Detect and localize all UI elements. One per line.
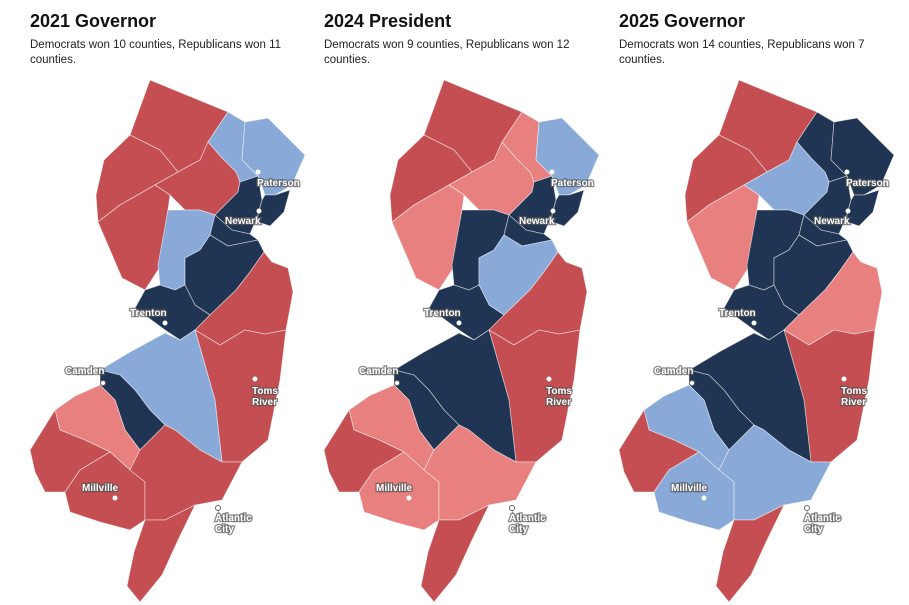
city-label-line: Trenton bbox=[719, 308, 756, 319]
city-label-line: Paterson bbox=[257, 178, 300, 189]
county-hudson[interactable] bbox=[551, 189, 585, 227]
city-dot-paterson bbox=[255, 169, 261, 175]
map-subtitle: Democrats won 10 counties, Republicans w… bbox=[30, 39, 282, 66]
city-dot-atlantic-city bbox=[509, 505, 515, 511]
city-label-line: Camden bbox=[65, 366, 104, 377]
city-label-line: River bbox=[252, 397, 277, 408]
city-label-line: Atlantic bbox=[215, 513, 252, 524]
city-label-millville: Millville bbox=[376, 483, 413, 494]
county-hudson[interactable] bbox=[257, 189, 291, 227]
panel-header-2021-governor: 2021 Governor Democrats won 10 counties,… bbox=[30, 10, 315, 68]
city-label-camden: Camden bbox=[654, 366, 693, 377]
city-dot-newark bbox=[256, 208, 262, 214]
city-label-line: Atlantic bbox=[509, 513, 546, 524]
city-dot-atlantic-city bbox=[804, 505, 810, 511]
city-label-paterson: Paterson bbox=[551, 178, 594, 189]
map-2025-governor: Paterson Newark Trenton Camden Toms River Mill… bbox=[618, 79, 895, 603]
county-essex[interactable] bbox=[803, 175, 852, 235]
city-label-line: Trenton bbox=[424, 308, 461, 319]
map-title: 2025 Governor bbox=[619, 11, 746, 31]
city-dot-millville bbox=[406, 495, 412, 501]
city-dot-camden bbox=[394, 380, 400, 386]
city-label-atlantic-city: Atlantic City bbox=[804, 513, 841, 535]
county-essex[interactable] bbox=[214, 175, 263, 235]
county-cape-may[interactable] bbox=[715, 504, 785, 603]
city-label-line: Millville bbox=[671, 483, 708, 494]
panel-header-2025-governor: 2025 Governor Democrats won 14 counties,… bbox=[619, 10, 904, 68]
city-label-toms-river: Toms River bbox=[252, 386, 278, 408]
city-label-line: Newark bbox=[814, 216, 850, 227]
city-label-camden: Camden bbox=[65, 366, 104, 377]
city-label-line: Toms bbox=[841, 386, 867, 397]
county-hudson[interactable] bbox=[846, 189, 880, 227]
city-dot-camden bbox=[689, 380, 695, 386]
city-label-line: Millville bbox=[376, 483, 413, 494]
city-label-line: Toms bbox=[252, 386, 278, 397]
city-label-newark: Newark bbox=[225, 216, 261, 227]
city-label-paterson: Paterson bbox=[846, 178, 889, 189]
map-2024-president: Paterson Newark Trenton Camden Toms River Mill… bbox=[323, 79, 600, 603]
map-title: 2024 President bbox=[324, 11, 452, 31]
city-label-line: Paterson bbox=[846, 178, 889, 189]
city-dot-atlantic-city bbox=[215, 505, 221, 511]
city-dot-newark bbox=[845, 208, 851, 214]
city-dot-toms-river bbox=[841, 376, 847, 382]
city-label-line: Trenton bbox=[130, 308, 167, 319]
city-label-line: Newark bbox=[225, 216, 261, 227]
city-dot-trenton bbox=[751, 320, 757, 326]
city-label-trenton: Trenton bbox=[130, 308, 167, 319]
city-label-newark: Newark bbox=[519, 216, 555, 227]
city-label-line: City bbox=[804, 524, 823, 535]
map-subtitle: Democrats won 9 counties, Republicans wo… bbox=[324, 39, 570, 66]
map-2021-governor: Paterson Newark Trenton Camden Toms River Mill… bbox=[29, 79, 306, 603]
city-label-line: City bbox=[509, 524, 528, 535]
city-label-line: Toms bbox=[546, 386, 572, 397]
city-label-paterson: Paterson bbox=[257, 178, 300, 189]
map-subtitle: Democrats won 14 counties, Republicans w… bbox=[619, 39, 865, 66]
city-dot-millville bbox=[112, 495, 118, 501]
map-title: 2021 Governor bbox=[30, 11, 157, 31]
city-label-line: Millville bbox=[82, 483, 119, 494]
city-dot-camden bbox=[100, 380, 106, 386]
city-label-line: Atlantic bbox=[804, 513, 841, 524]
city-label-trenton: Trenton bbox=[424, 308, 461, 319]
city-dot-trenton bbox=[456, 320, 462, 326]
city-dot-millville bbox=[701, 495, 707, 501]
city-dot-trenton bbox=[162, 320, 168, 326]
county-essex[interactable] bbox=[508, 175, 557, 235]
city-dot-newark bbox=[550, 208, 556, 214]
city-label-newark: Newark bbox=[814, 216, 850, 227]
city-label-trenton: Trenton bbox=[719, 308, 756, 319]
city-label-atlantic-city: Atlantic City bbox=[509, 513, 546, 535]
city-label-line: Newark bbox=[519, 216, 555, 227]
county-cape-may[interactable] bbox=[420, 504, 490, 603]
city-label-toms-river: Toms River bbox=[546, 386, 572, 408]
city-dot-toms-river bbox=[546, 376, 552, 382]
city-label-line: Paterson bbox=[551, 178, 594, 189]
city-label-millville: Millville bbox=[671, 483, 708, 494]
panel-header-2024-president: 2024 President Democrats won 9 counties,… bbox=[324, 10, 609, 68]
city-label-line: River bbox=[546, 397, 571, 408]
city-dot-paterson bbox=[844, 169, 850, 175]
city-label-line: Camden bbox=[654, 366, 693, 377]
city-dot-toms-river bbox=[252, 376, 258, 382]
city-dot-paterson bbox=[549, 169, 555, 175]
city-label-camden: Camden bbox=[359, 366, 398, 377]
county-cape-may[interactable] bbox=[126, 504, 196, 603]
city-label-line: Camden bbox=[359, 366, 398, 377]
city-label-line: River bbox=[841, 397, 866, 408]
city-label-millville: Millville bbox=[82, 483, 119, 494]
city-label-atlantic-city: Atlantic City bbox=[215, 513, 252, 535]
city-label-line: City bbox=[215, 524, 234, 535]
city-label-toms-river: Toms River bbox=[841, 386, 867, 408]
